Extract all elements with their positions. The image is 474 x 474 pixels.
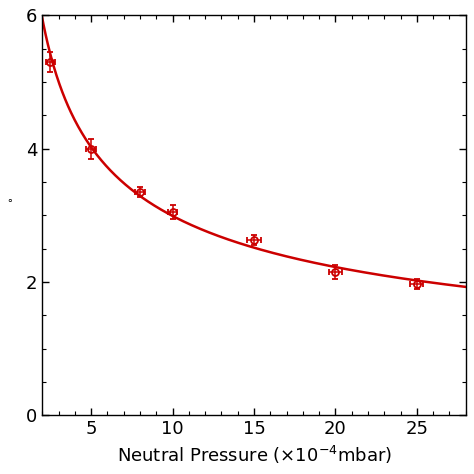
Text: $^\circ$: $^\circ$	[4, 196, 13, 211]
X-axis label: Neutral Pressure ($\times$10$^{-4}$mbar): Neutral Pressure ($\times$10$^{-4}$mbar)	[117, 444, 392, 465]
